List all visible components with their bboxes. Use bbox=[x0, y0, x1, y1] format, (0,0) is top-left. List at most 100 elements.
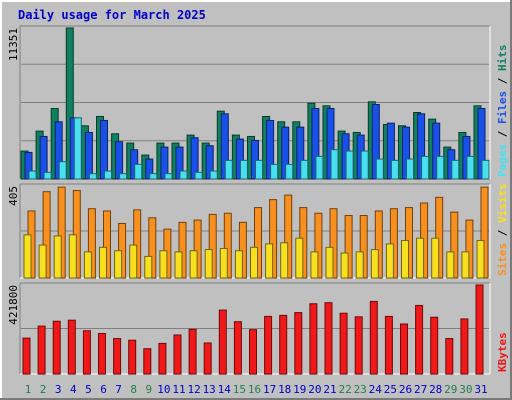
day-label-20: 20 bbox=[308, 383, 321, 396]
bar-visits-day-4 bbox=[68, 234, 77, 279]
bar-kbytes-day-23 bbox=[354, 316, 363, 375]
bar-visits-day-9 bbox=[144, 255, 153, 279]
bar-visits-day-18 bbox=[280, 242, 289, 279]
bar-visits-day-6 bbox=[99, 246, 107, 279]
bar-visits-day-24 bbox=[370, 249, 379, 279]
bar-visits-day-29 bbox=[446, 251, 455, 279]
legend-separator: / bbox=[496, 223, 509, 243]
bar-visits-day-7 bbox=[114, 250, 123, 279]
bar-kbytes-day-24 bbox=[369, 300, 378, 375]
bar-files-day-24 bbox=[375, 158, 384, 180]
bar-kbytes-day-14 bbox=[218, 309, 227, 375]
bar-kbytes-day-20 bbox=[309, 303, 318, 375]
day-label-24: 24 bbox=[369, 383, 383, 396]
day-label-26: 26 bbox=[399, 383, 412, 396]
bar-files-day-23 bbox=[360, 150, 369, 180]
legend-separator: / bbox=[496, 71, 509, 91]
bar-files-day-6 bbox=[104, 170, 112, 180]
bar-files-day-25 bbox=[390, 159, 399, 180]
bar-files-day-22 bbox=[345, 150, 354, 180]
panel-0: 11351 Pages / Files / Hits bbox=[7, 25, 509, 180]
scale-label-0: 11351 bbox=[7, 28, 20, 61]
bar-visits-day-16 bbox=[250, 246, 258, 279]
bar-files-day-12 bbox=[194, 171, 203, 180]
bar-kbytes-day-5 bbox=[82, 330, 91, 375]
day-label-4: 4 bbox=[70, 383, 77, 396]
day-label-21: 21 bbox=[323, 383, 336, 396]
series-legend-0: Pages / Files / Hits bbox=[496, 45, 509, 178]
bar-files-day-11 bbox=[179, 170, 188, 180]
day-label-2: 2 bbox=[40, 383, 47, 396]
bar-kbytes-day-10 bbox=[158, 342, 167, 375]
bar-visits-day-14 bbox=[219, 247, 228, 279]
bar-files-day-2 bbox=[43, 171, 52, 180]
bar-files-day-10 bbox=[164, 173, 173, 180]
bar-files-day-13 bbox=[209, 170, 218, 180]
day-label-1: 1 bbox=[25, 383, 32, 396]
legend-files: Files bbox=[496, 91, 509, 124]
bar-pages-day-5 bbox=[84, 131, 93, 180]
bar-files-day-18 bbox=[285, 163, 294, 180]
bar-kbytes-day-29 bbox=[445, 338, 454, 375]
frame-highlight-top bbox=[0, 0, 512, 2]
bar-kbytes-day-8 bbox=[128, 339, 137, 375]
bar-kbytes-day-9 bbox=[143, 348, 152, 375]
day-label-12: 12 bbox=[187, 383, 200, 396]
bar-files-day-5 bbox=[88, 173, 97, 180]
bar-files-day-30 bbox=[466, 155, 475, 180]
bar-visits-day-10 bbox=[159, 250, 168, 279]
bar-kbytes-day-26 bbox=[400, 323, 408, 375]
bar-visits-day-28 bbox=[431, 237, 440, 279]
day-label-28: 28 bbox=[429, 383, 442, 396]
frame-shadow-right bbox=[510, 0, 512, 400]
day-label-30: 30 bbox=[459, 383, 472, 396]
bar-files-day-26 bbox=[406, 158, 414, 180]
bar-files-day-17 bbox=[270, 163, 279, 180]
bar-files-day-15 bbox=[239, 159, 248, 180]
bar-visits-day-12 bbox=[189, 250, 198, 279]
bar-visits-day-5 bbox=[83, 251, 92, 279]
day-label-3: 3 bbox=[55, 383, 62, 396]
day-label-10: 10 bbox=[157, 383, 170, 396]
scale-label-2: 421800 bbox=[7, 285, 20, 325]
day-label-11: 11 bbox=[172, 383, 185, 396]
day-label-23: 23 bbox=[354, 383, 367, 396]
bar-kbytes-day-2 bbox=[37, 325, 46, 375]
bar-kbytes-day-15 bbox=[233, 321, 242, 375]
bar-visits-day-26 bbox=[401, 240, 409, 279]
bar-kbytes-day-19 bbox=[294, 312, 303, 375]
day-label-19: 19 bbox=[293, 383, 306, 396]
day-label-29: 29 bbox=[444, 383, 457, 396]
day-label-22: 22 bbox=[338, 383, 351, 396]
bar-visits-day-3 bbox=[53, 235, 62, 279]
day-label-17: 17 bbox=[263, 383, 276, 396]
bar-kbytes-day-22 bbox=[339, 312, 348, 375]
bar-files-day-8 bbox=[134, 163, 143, 180]
bar-files-day-3 bbox=[58, 161, 67, 180]
bar-visits-day-30 bbox=[461, 251, 470, 279]
bar-files-day-7 bbox=[119, 173, 128, 180]
bar-kbytes-day-1 bbox=[22, 337, 31, 375]
frame-highlight-left bbox=[0, 0, 2, 400]
bar-kbytes-day-6 bbox=[98, 332, 106, 375]
bar-files-day-27 bbox=[421, 155, 430, 180]
bar-pages-day-6 bbox=[100, 119, 108, 180]
day-label-25: 25 bbox=[384, 383, 397, 396]
series-legend-1: Sites / Visits bbox=[496, 183, 509, 276]
bar-kbytes-day-4 bbox=[67, 319, 76, 375]
bar-files-day-1 bbox=[28, 170, 37, 180]
bar-kbytes-day-7 bbox=[113, 338, 122, 375]
bar-visits-day-23 bbox=[355, 251, 364, 279]
bar-files-day-14 bbox=[224, 159, 233, 180]
bar-kbytes-day-31 bbox=[475, 284, 484, 375]
day-label-13: 13 bbox=[203, 383, 216, 396]
day-label-18: 18 bbox=[278, 383, 291, 396]
frame-shadow-bottom bbox=[0, 398, 512, 400]
chart-title: Daily usage for March 2025 bbox=[18, 8, 206, 22]
day-label-5: 5 bbox=[85, 383, 92, 396]
legend-hits: Hits bbox=[496, 45, 509, 72]
legend-pages: Pages bbox=[496, 144, 509, 177]
bar-kbytes-day-28 bbox=[430, 316, 439, 375]
